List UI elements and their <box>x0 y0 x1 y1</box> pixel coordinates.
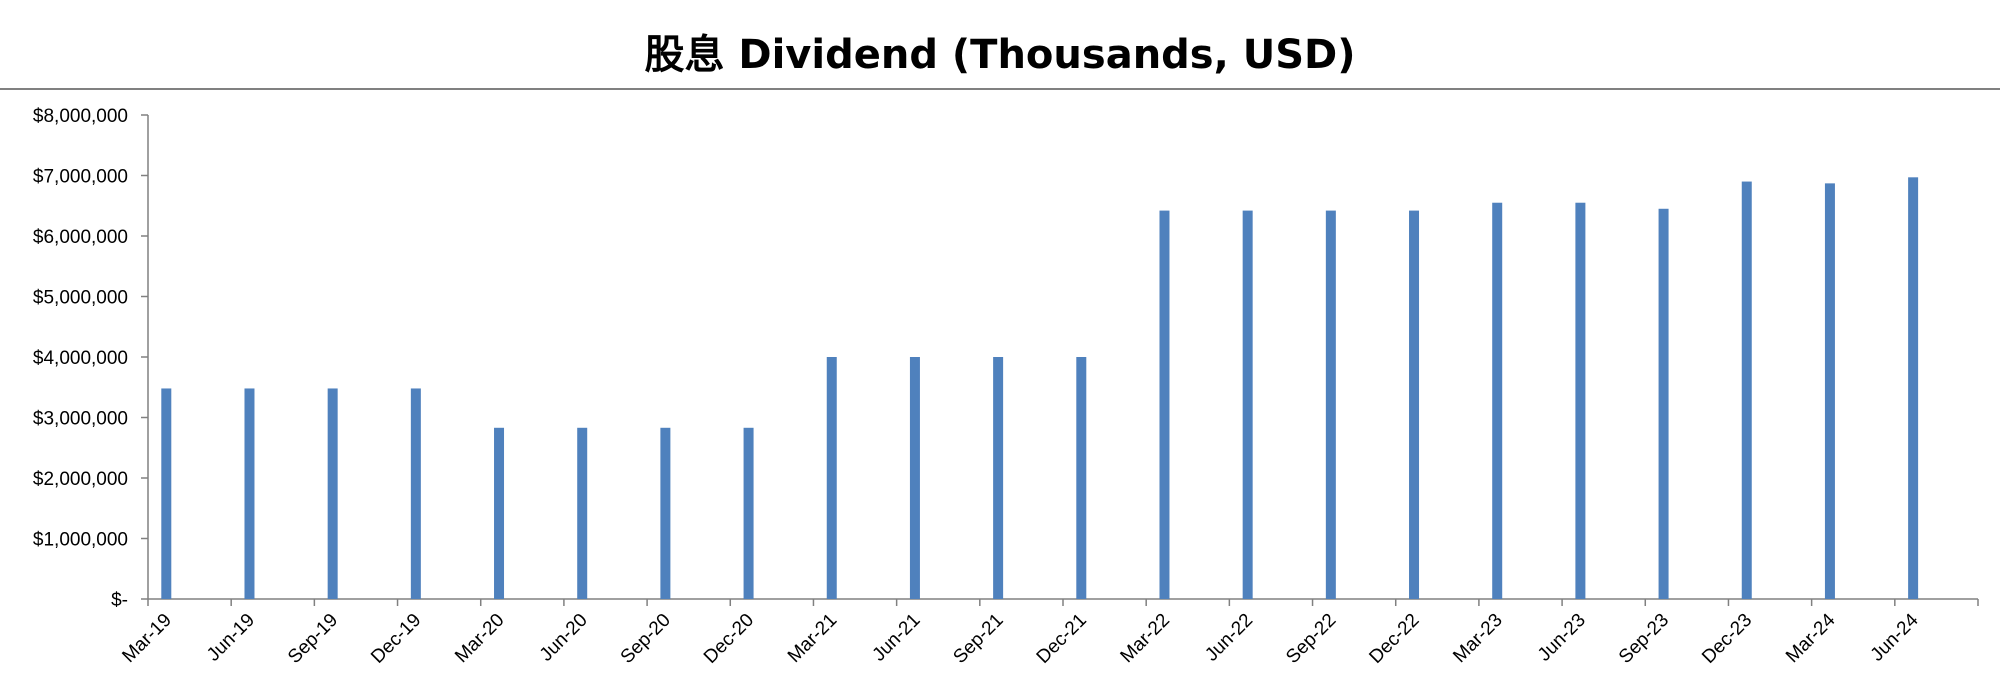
x-tick-label: Mar-24 <box>1782 609 1840 667</box>
title-divider <box>0 88 2000 90</box>
x-tick-label: Sep-19 <box>284 610 342 668</box>
x-tick-label: Dec-20 <box>700 610 758 668</box>
x-tick-label: Mar-21 <box>784 610 841 667</box>
x-tick-label: Jun-19 <box>203 610 259 666</box>
bar <box>161 388 172 599</box>
bars <box>161 177 1919 600</box>
y-tick-label: $- <box>111 590 128 611</box>
bar <box>1908 177 1919 599</box>
x-tick-label: Dec-21 <box>1033 610 1091 668</box>
x-tick-label: Jun-23 <box>1534 610 1590 666</box>
bar <box>1076 357 1087 599</box>
y-tick-label: $4,000,000 <box>33 348 128 369</box>
bar <box>1492 202 1503 599</box>
y-tick-label: $3,000,000 <box>33 409 128 430</box>
x-tick-label: Jun-21 <box>869 610 925 666</box>
x-tick-label: Mar-20 <box>451 610 508 667</box>
bar <box>1409 210 1420 599</box>
x-tick-label: Sep-20 <box>617 610 675 668</box>
bar <box>909 357 920 599</box>
y-tick-label: $7,000,000 <box>33 167 128 188</box>
x-tick-label: Sep-23 <box>1615 610 1673 668</box>
x-tick-label: Mar-23 <box>1449 610 1506 667</box>
x-tick-label: Dec-22 <box>1365 610 1423 668</box>
bar <box>327 388 338 599</box>
x-tick-label: Sep-21 <box>949 610 1007 668</box>
bar <box>660 427 671 599</box>
x-tick-label: Jun-22 <box>1201 610 1257 666</box>
x-tick-labels: Mar-19 Jun-19 Sep-19 Dec-19 Mar-20 Jun-20 Sep-… <box>118 609 1923 667</box>
bar <box>244 388 255 599</box>
x-tick-label: Mar-22 <box>1117 610 1174 667</box>
bar <box>1575 202 1586 599</box>
bar <box>1242 210 1253 599</box>
x-tick-label: Dec-23 <box>1698 610 1756 668</box>
y-tick-label: $5,000,000 <box>33 288 128 309</box>
y-tick-labels: $- $1,000,000 $2,000,000 $3,000,000 $4,000,0… <box>33 106 128 611</box>
bar <box>577 427 588 599</box>
bar <box>743 427 754 599</box>
x-tick-label: Jun-24 <box>1867 609 1923 665</box>
x-tick-label: Mar-19 <box>118 610 175 667</box>
bar <box>1159 210 1170 599</box>
chart-title: 股息 Dividend (Thousands, USD) <box>644 32 1356 78</box>
bar <box>1741 181 1752 600</box>
bar <box>826 357 837 599</box>
bar <box>993 357 1004 599</box>
bar <box>1658 208 1669 599</box>
x-tick-label: Dec-19 <box>367 610 425 668</box>
bar <box>1824 183 1835 600</box>
y-tick-label: $8,000,000 <box>33 106 128 127</box>
y-tick-label: $6,000,000 <box>33 227 128 248</box>
bar <box>1325 210 1336 599</box>
bar <box>410 388 421 599</box>
bar <box>494 427 505 599</box>
x-tick-label: Sep-22 <box>1282 610 1340 668</box>
y-tick-label: $1,000,000 <box>33 530 128 551</box>
axes <box>141 114 1979 606</box>
y-tick-label: $2,000,000 <box>33 469 128 490</box>
x-tick-label: Jun-20 <box>536 610 592 666</box>
